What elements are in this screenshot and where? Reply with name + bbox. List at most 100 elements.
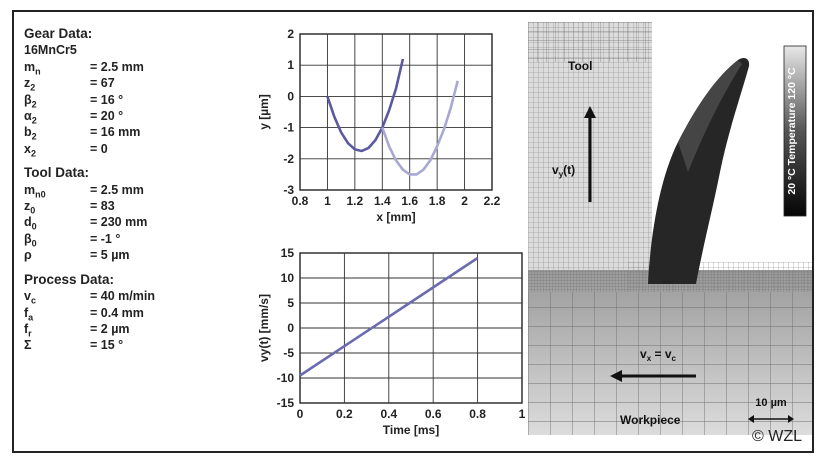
chart1-y-tick-label: -2 — [283, 152, 294, 166]
chart1-series-line — [381, 80, 459, 176]
gear-param-value: = 20 ° — [90, 109, 124, 124]
gear-param-row: b2 = 16 mm — [24, 124, 224, 142]
chart1-x-tick-label: 2 — [461, 194, 468, 208]
process-param-symbol: vc — [24, 289, 36, 306]
chart2-y-axis-label: vy(t) [mm/s] — [257, 294, 271, 362]
process-param-rows: vc = 40 m/min fa = 0.4 mm fr = 2 µm Σ = 15 ° — [24, 288, 224, 354]
gear-param-row: z2 = 67 — [24, 75, 224, 92]
process-param-value: = 0.4 mm — [90, 305, 144, 320]
tool-param-value: = 83 — [90, 199, 115, 214]
tool-param-row: d0 = 230 mm — [24, 214, 224, 232]
parameter-list: Gear Data: 16MnCr5 mn = 2.5 mm z2 = 67 β2 = 1… — [24, 26, 224, 354]
chart2-y-tick-label: 5 — [287, 296, 294, 310]
chip-shape — [648, 58, 750, 284]
tool-param-rows: mn0 = 2.5 mm z0 = 83 d0 = 230 mm β0 = -1 ° ρ = 5 … — [24, 182, 224, 264]
process-param-symbol: Σ — [24, 338, 32, 353]
figure-frame: Gear Data: 16MnCr5 mn = 2.5 mm z2 = 67 β2 = 1… — [12, 10, 814, 453]
chart1-y-axis-label: y [µm] — [257, 94, 271, 130]
chart1-y-tick-label: -3 — [283, 183, 294, 197]
chart1-x-axis-label: x [mm] — [376, 210, 415, 224]
chart2-x-tick-label: 0.4 — [380, 407, 397, 421]
chart1-y-tick-label: 1 — [287, 58, 294, 72]
tool-param-symbol: β0 — [24, 231, 37, 249]
tool-data-title: Tool Data: — [24, 165, 89, 181]
chart2-series-line — [299, 256, 479, 377]
chart1-y-tick-label: 2 — [287, 27, 294, 41]
temperature-bar — [783, 45, 807, 217]
gear-param-value: = 2.5 mm — [90, 59, 144, 74]
process-data-section: Process Data: vc = 40 m/min fa = 0.4 mm fr = … — [24, 272, 224, 354]
workpiece-mesh — [528, 262, 812, 435]
workpiece-label: Workpiece — [620, 413, 681, 427]
chart1-x-tick-label: 0.8 — [292, 194, 309, 208]
chart1-plot-area — [299, 33, 493, 191]
gear-param-symbol: mn — [24, 59, 41, 77]
copyright-label: © WZL — [751, 428, 802, 445]
gear-param-row: mn = 2.5 mm — [24, 59, 224, 77]
gear-material: 16MnCr5 — [24, 43, 77, 58]
process-param-value: = 40 m/min — [90, 289, 155, 304]
chart2-y-tick-label: -15 — [277, 396, 295, 410]
chart1-series-line — [326, 58, 405, 153]
tool-param-value: = -1 ° — [90, 231, 121, 246]
tool-param-row: mn0 = 2.5 mm — [24, 182, 224, 200]
chart1-y-tick-label: -1 — [283, 121, 294, 135]
chart1-x-tick-label: 2.2 — [484, 194, 501, 208]
chart1-x-tick-label: 1.8 — [429, 194, 446, 208]
temperature-bar-label: 20 °C Temperature 120 °C — [786, 67, 798, 195]
chart2-x-tick-label: 1 — [519, 407, 526, 421]
chart1-x-tick-label: 1 — [324, 194, 331, 208]
gear-param-symbol: α2 — [24, 109, 37, 126]
scale-bar-label: 10 µm — [755, 397, 787, 409]
chart2-y-tick-label: 0 — [287, 321, 294, 335]
chart1-x-tick-label: 1.2 — [347, 194, 364, 208]
chart1-x-tick-label: 1.6 — [401, 194, 418, 208]
gear-param-symbol: β2 — [24, 92, 37, 110]
tool-param-row: ρ = 5 µm — [24, 247, 224, 263]
tool-param-row: z0 = 83 — [24, 198, 224, 216]
tool-param-value: = 230 mm — [90, 215, 148, 230]
gear-param-value: = 0 — [90, 141, 108, 156]
gear-param-row: x2 = 0 — [24, 141, 224, 159]
process-param-row: Σ = 15 ° — [24, 337, 224, 353]
vx-label: vx = vc — [640, 347, 677, 363]
chart2-x-tick-label: 0 — [297, 407, 304, 421]
gear-param-value: = 16 ° — [90, 92, 124, 107]
chart2-y-tick-label: 10 — [281, 271, 295, 285]
process-param-symbol: fr — [24, 321, 32, 339]
gear-data-section: Gear Data: 16MnCr5 mn = 2.5 mm z2 = 67 β2 = 1… — [24, 26, 224, 159]
process-param-value: = 2 µm — [90, 321, 130, 336]
gear-param-value: = 16 mm — [90, 125, 141, 140]
chart2-x-tick-label: 0.6 — [425, 407, 442, 421]
gear-param-symbol: x2 — [24, 141, 36, 159]
tool-param-row: β0 = -1 ° — [24, 231, 224, 249]
gear-param-symbol: b2 — [24, 125, 37, 142]
gear-data-title: Gear Data: — [24, 26, 93, 41]
gear-param-row: α2 = 20 ° — [24, 108, 224, 126]
process-param-row: fr = 2 µm — [24, 321, 224, 339]
process-param-symbol: fa — [24, 305, 34, 322]
chart2-x-axis-label: Time [ms] — [383, 423, 439, 437]
tool-param-symbol: z0 — [24, 199, 36, 216]
tool-param-value: = 2.5 mm — [90, 182, 144, 197]
vy-label: vy(t) — [552, 163, 575, 179]
tool-param-symbol: mn0 — [24, 182, 46, 200]
gear-param-value: = 67 — [90, 76, 115, 91]
gear-param-rows: mn = 2.5 mm z2 = 67 β2 = 16 ° α2 = 20 ° b2 = 16 m… — [24, 59, 224, 159]
chart1-y-tick-label: 0 — [287, 89, 294, 103]
process-param-value: = 15 ° — [90, 338, 124, 353]
tool-label: Tool — [568, 59, 592, 73]
chart1-x-tick-label: 1.4 — [374, 194, 391, 208]
chart2-x-tick-label: 0.8 — [469, 407, 486, 421]
tool-data-section: Tool Data: mn0 = 2.5 mm z0 = 83 d0 = 230 mm β0… — [24, 165, 224, 263]
gear-param-row: β2 = 16 ° — [24, 92, 224, 110]
tool-param-symbol: ρ — [24, 248, 32, 263]
chart2-y-tick-label: -5 — [283, 346, 294, 360]
simulation-image: 20 °C Temperature 120 °C Tool vy(t) vx =… — [528, 22, 812, 435]
chart2-x-tick-label: 0.2 — [336, 407, 353, 421]
tool-param-value: = 5 µm — [90, 248, 130, 263]
process-param-row: fa = 0.4 mm — [24, 305, 224, 322]
tool-param-symbol: d0 — [24, 215, 37, 232]
process-param-row: vc = 40 m/min — [24, 288, 224, 306]
